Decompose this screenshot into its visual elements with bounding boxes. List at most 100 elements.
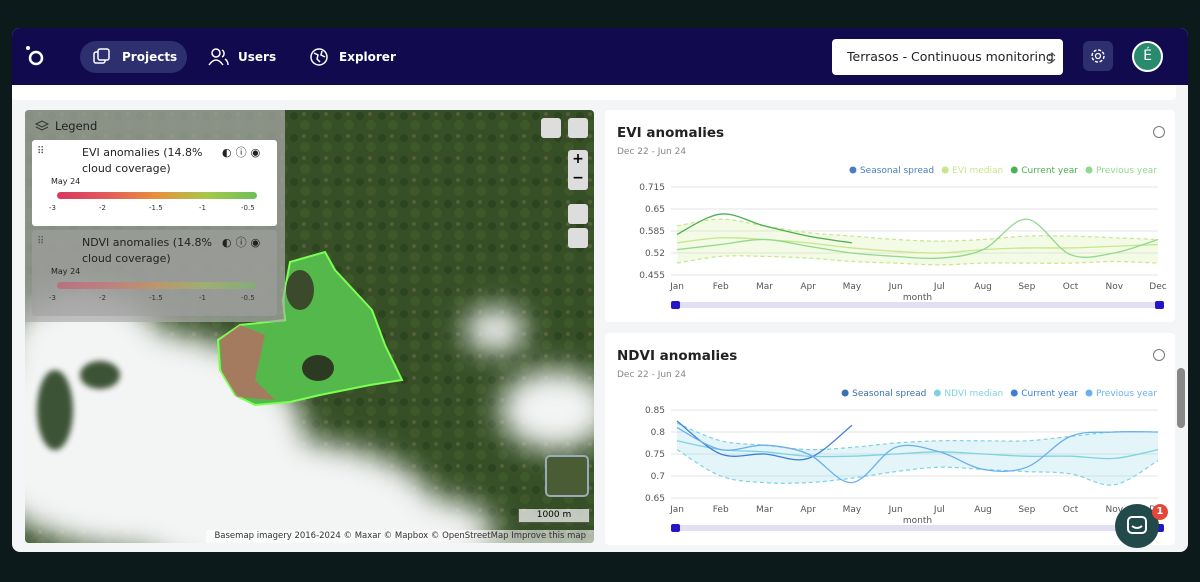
share-button[interactable] bbox=[568, 228, 588, 248]
x-tick-label: Jul bbox=[933, 505, 945, 515]
map-button[interactable] bbox=[568, 204, 588, 224]
nav-label: Explorer bbox=[339, 50, 396, 64]
series-line bbox=[676, 213, 853, 244]
chat-button[interactable] bbox=[1115, 504, 1159, 548]
legend-swatch bbox=[849, 166, 857, 174]
map[interactable]: Legend ⠿ EVI anomalies (14.8% cloud cover… bbox=[25, 110, 594, 543]
color-ramp bbox=[57, 192, 257, 199]
legend-swatch bbox=[1010, 389, 1018, 397]
x-tick-label: Aug bbox=[974, 282, 992, 292]
legend-title: Legend bbox=[55, 119, 98, 133]
ramp-tick: -1.5 bbox=[149, 204, 163, 212]
chart-title: EVI anomalies bbox=[617, 125, 724, 141]
x-tick-label: Sep bbox=[1018, 505, 1035, 515]
x-tick-label: Sep bbox=[1018, 282, 1035, 292]
project-select[interactable]: Terrasos - Continuous monitoring bbox=[832, 39, 1063, 75]
layer-date: May 24 bbox=[51, 177, 81, 186]
info-icon bbox=[1153, 349, 1165, 361]
x-tick-label: Feb bbox=[713, 505, 729, 515]
series-line bbox=[676, 440, 1159, 460]
legend-label: Previous year bbox=[1096, 389, 1157, 399]
legend-swatch bbox=[941, 166, 949, 174]
y-tick-label: 0.455 bbox=[639, 271, 665, 281]
map-attribution: Basemap imagery 2016-2024 © Maxar © Mapb… bbox=[206, 530, 594, 543]
ramp-tick: -3 bbox=[49, 204, 56, 212]
avatar[interactable]: É bbox=[1132, 41, 1163, 72]
legend-label: Seasonal spread bbox=[852, 389, 926, 399]
project-name: Terrasos - Continuous monitoring bbox=[847, 49, 1054, 64]
ramp-tick: -0.5 bbox=[241, 204, 255, 212]
scale-bar: 1000 m bbox=[518, 509, 590, 523]
legend-label: Current year bbox=[1021, 389, 1078, 399]
x-tick-label: Feb bbox=[713, 282, 729, 292]
nav-label: Users bbox=[238, 50, 277, 64]
nav-projects[interactable]: Projects bbox=[80, 41, 187, 73]
x-tick-label: Jan bbox=[669, 282, 684, 292]
x-tick-label: Apr bbox=[800, 505, 816, 515]
chart: EVI anomalies Dec 22 - Jun 24 0.455 0.52 0.5… bbox=[617, 125, 1167, 309]
y-tick-label: 0.715 bbox=[639, 183, 665, 193]
nav-label: Projects bbox=[122, 50, 178, 64]
settings-button[interactable] bbox=[1083, 41, 1113, 71]
x-tick-label: May bbox=[843, 282, 862, 292]
x-tick-label: Dec bbox=[1149, 282, 1166, 292]
fullscreen-button[interactable] bbox=[568, 118, 588, 138]
nav-users[interactable]: Users bbox=[196, 41, 286, 73]
ramp-tick: -2 bbox=[99, 294, 106, 302]
x-tick-label: Jun bbox=[888, 505, 903, 515]
legend-swatch bbox=[1010, 166, 1018, 174]
layer-actions: ◐ⓘ◉ bbox=[222, 146, 265, 159]
chart-subtitle: Dec 22 - Jun 24 bbox=[617, 147, 686, 157]
legend-label: NDVI median bbox=[944, 389, 1003, 399]
legend-swatch bbox=[933, 389, 941, 397]
basemap-toggle[interactable] bbox=[545, 455, 589, 497]
layer-name: NDVI anomalies (14.8% cloud coverage) bbox=[82, 236, 213, 265]
map-button[interactable] bbox=[541, 118, 561, 138]
spread-area bbox=[677, 219, 1158, 265]
x-tick-label: Oct bbox=[1063, 505, 1079, 515]
ramp-tick: -1.5 bbox=[149, 294, 163, 302]
legend-label: Previous year bbox=[1096, 166, 1157, 176]
slider-handle bbox=[671, 301, 680, 309]
ramp-tick: -2 bbox=[99, 204, 106, 212]
x-tick-label: Apr bbox=[800, 282, 816, 292]
drag-handle: ⠿ bbox=[37, 146, 45, 157]
ramp-tick: -3 bbox=[49, 294, 56, 302]
chat-badge: 1 bbox=[1152, 504, 1168, 520]
chart-card: NDVI anomalies Dec 22 - Jun 24 0.65 0.7 0.75… bbox=[605, 333, 1175, 545]
toolbar-strip bbox=[12, 85, 1176, 100]
scrollbar[interactable] bbox=[1177, 368, 1185, 428]
x-axis-label: month bbox=[903, 516, 932, 526]
spread-lower bbox=[676, 255, 1159, 266]
x-tick-label: Oct bbox=[1063, 282, 1079, 292]
spread-area bbox=[677, 423, 1158, 486]
range-slider bbox=[673, 302, 1162, 308]
chart: NDVI anomalies Dec 22 - Jun 24 0.65 0.7 0.75… bbox=[617, 348, 1167, 532]
y-tick-label: 0.585 bbox=[639, 227, 665, 237]
x-tick-label: May bbox=[843, 505, 862, 515]
legend-layer: ⠿ NDVI anomalies (14.8% cloud coverage) Ma… bbox=[32, 230, 277, 316]
layers-icon bbox=[35, 120, 49, 131]
legend-swatch bbox=[1085, 166, 1093, 174]
x-tick-label: Jan bbox=[669, 505, 684, 515]
nav-explorer[interactable]: Explorer bbox=[297, 41, 397, 73]
x-tick-label: Mar bbox=[756, 282, 773, 292]
chart-title: NDVI anomalies bbox=[617, 348, 737, 364]
spread-lower bbox=[676, 449, 1159, 486]
legend-label: Current year bbox=[1021, 166, 1078, 176]
layer-date: May 24 bbox=[51, 267, 81, 276]
y-tick-label: 0.65 bbox=[645, 205, 665, 215]
y-tick-label: 0.8 bbox=[651, 428, 666, 438]
zoom-buttons[interactable]: + − bbox=[568, 150, 588, 190]
app: Projects Users Explorer Terrasos - Conti… bbox=[12, 28, 1188, 552]
drag-handle: ⠿ bbox=[37, 236, 45, 247]
logo[interactable] bbox=[24, 44, 48, 68]
legend-panel: Legend ⠿ EVI anomalies (14.8% cloud cover… bbox=[25, 110, 285, 322]
y-tick-label: 0.52 bbox=[645, 249, 665, 259]
slider-handle bbox=[1155, 301, 1164, 309]
legend-swatch bbox=[841, 389, 849, 397]
legend-label: EVI median bbox=[952, 166, 1003, 176]
legend-label: Seasonal spread bbox=[860, 166, 934, 176]
y-tick-label: 0.75 bbox=[645, 450, 665, 460]
